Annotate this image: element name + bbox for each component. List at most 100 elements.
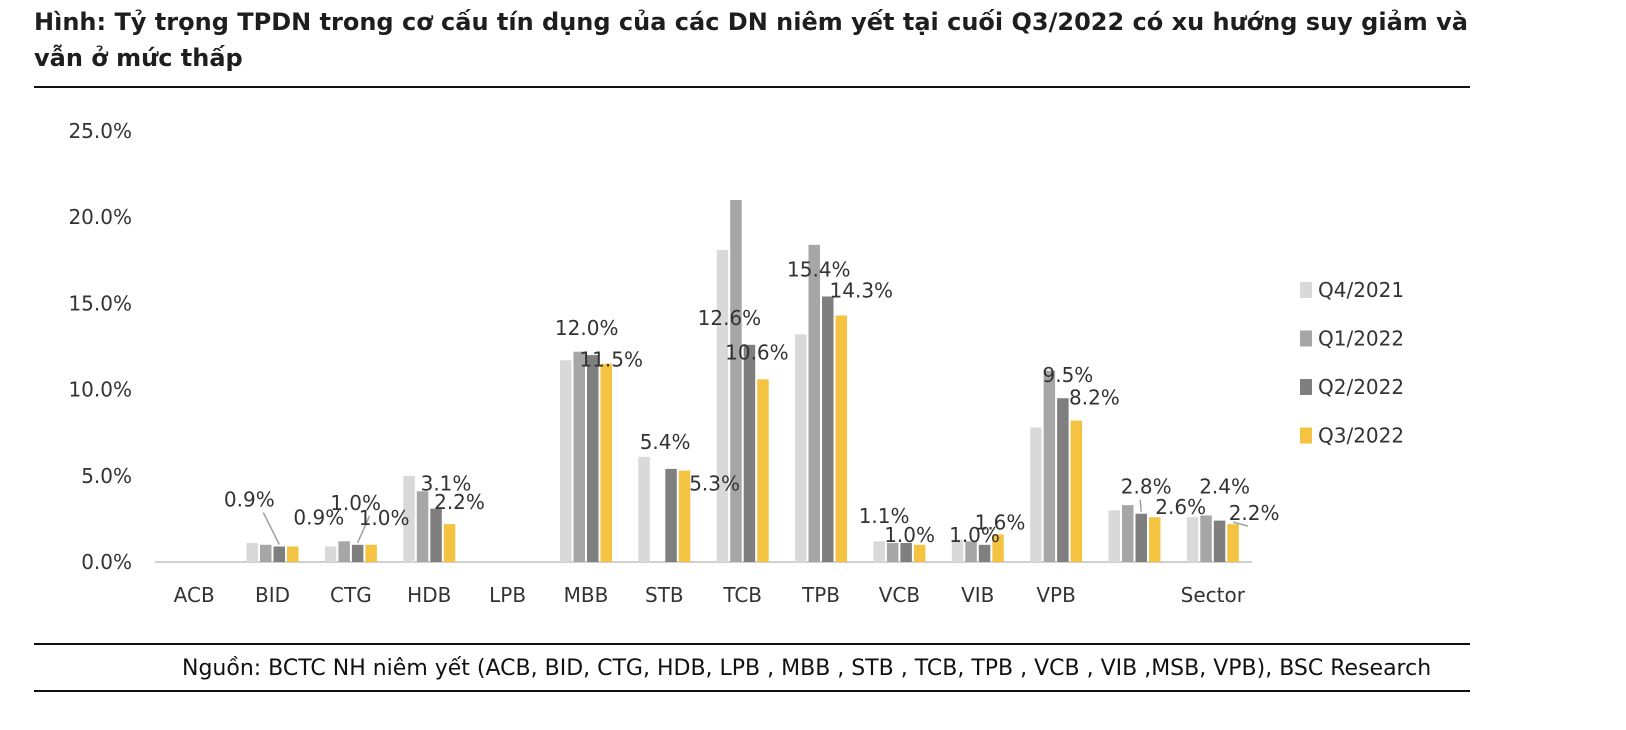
bar-chart: 0.0%5.0%10.0%15.0%20.0%25.0% 0.9%0.9%1.0…: [68, 119, 1404, 607]
bar-tcb-q1-2022: [730, 200, 742, 562]
bar-ctg-q4-2021: [324, 546, 337, 562]
bar-bid-q1-2022: [260, 544, 272, 562]
y-tick-label: 5.0%: [81, 464, 132, 488]
bar-bid-q3-2022: [287, 546, 299, 562]
bar-sector-q4-2021: [1186, 517, 1199, 562]
bottom-rule: [34, 690, 1470, 692]
bar-bid-q2-2022: [273, 546, 285, 562]
legend-swatch-q3-2022: [1300, 427, 1312, 444]
bar-tcb-q4-2021: [716, 250, 729, 562]
data-label-stb-q3-2022: 5.3%: [689, 472, 740, 496]
bar-blank-q2-2022: [1135, 513, 1147, 562]
data-label-vpb-q3-2022: 8.2%: [1069, 386, 1120, 410]
bar-stb-q2-2022: [665, 468, 677, 562]
bar-hdb-q3-2022: [443, 524, 456, 562]
y-tick-label: 25.0%: [68, 119, 132, 143]
x-tick-label: Sector: [1181, 583, 1246, 607]
x-tick-label: TCB: [722, 583, 762, 607]
bar-vpb-q3-2022: [1070, 420, 1083, 562]
bar-vpb-q2-2022: [1057, 398, 1069, 562]
label-leader-line: [1139, 499, 1142, 512]
data-label-vpb-q2-2022: 9.5%: [1042, 363, 1093, 387]
data-label-tcb-q3-2022: 10.6%: [725, 340, 789, 364]
data-label-hdb-q2-2022: 3.1%: [421, 472, 472, 496]
data-label-ctg-q2-2022: 1.0%: [330, 491, 381, 515]
data-label-mbb-q3-2022: 11.5%: [579, 348, 643, 372]
bar-stb-q4-2021: [638, 456, 650, 562]
bar-vpb-q4-2021: [1030, 427, 1042, 562]
bar-mbb-q3-2022: [600, 363, 612, 562]
x-tick-label: ACB: [174, 583, 215, 607]
chart-title: Hình: Tỷ trọng TPDN trong cơ cấu tín dụn…: [34, 8, 1468, 72]
x-tick-label: VIB: [961, 583, 994, 607]
data-label-blank-q3-2022: 2.6%: [1155, 495, 1206, 519]
bar-vcb-q1-2022: [886, 543, 899, 562]
x-tick-label: VCB: [879, 583, 920, 607]
data-label-blank-q2-2022: 2.8%: [1121, 475, 1172, 499]
data-label-tpb-q3-2022: 14.3%: [830, 279, 894, 303]
data-label-vib-q2-2022: 1.0%: [949, 523, 1000, 547]
y-tick-label: 15.0%: [68, 291, 132, 315]
bar-tpb-q2-2022: [822, 296, 834, 562]
data-label-sector-q2-2022: 2.4%: [1199, 475, 1250, 499]
bar-mbb-q1-2022: [573, 351, 585, 562]
bar-tcb-q3-2022: [757, 379, 769, 562]
bar-ctg-q3-2022: [365, 544, 377, 562]
bar-sector-q1-2022: [1200, 515, 1212, 562]
x-tick-label: CTG: [330, 583, 372, 607]
legend-label-q1-2022: Q1/2022: [1318, 327, 1404, 351]
legend-label-q4-2021: Q4/2021: [1318, 278, 1404, 302]
label-leader-line: [262, 512, 280, 545]
label-leaders: [262, 499, 1249, 545]
bar-mbb-q4-2021: [560, 360, 572, 562]
legend-swatch-q1-2022: [1300, 330, 1312, 347]
top-rule: [34, 86, 1470, 88]
legend-label-q3-2022: Q3/2022: [1318, 424, 1404, 448]
data-label-bid-q3-2022: 0.9%: [293, 506, 344, 530]
bar-sector-q2-2022: [1213, 520, 1226, 562]
middle-rule: [34, 643, 1470, 645]
bar-hdb-q1-2022: [416, 491, 429, 562]
y-tick-label: 0.0%: [81, 550, 132, 574]
source-note: Nguồn: BCTC NH niêm yết (ACB, BID, CTG, …: [182, 656, 1432, 681]
bar-tcb-q2-2022: [743, 344, 756, 562]
bar-hdb-q4-2021: [403, 475, 415, 562]
bar-vib-q3-2022: [992, 534, 1004, 562]
data-label-tpb-q2-2022: 15.4%: [787, 258, 851, 282]
bar-sector-q3-2022: [1227, 524, 1239, 562]
bar-blank-q4-2021: [1108, 510, 1120, 562]
bar-ctg-q2-2022: [351, 544, 364, 562]
data-label-vib-q3-2022: 1.6%: [975, 510, 1026, 534]
bar-blank-q1-2022: [1122, 505, 1134, 562]
y-tick-label: 20.0%: [68, 205, 132, 229]
bar-tpb-q1-2022: [808, 244, 820, 563]
x-tick-label: LPB: [489, 583, 526, 607]
data-label-ctg-q3-2022: 1.0%: [359, 506, 410, 530]
x-tick-label: MBB: [564, 583, 609, 607]
data-label-tcb-q2-2022: 12.6%: [698, 306, 762, 330]
bar-vpb-q1-2022: [1043, 370, 1056, 562]
x-tick-label: TPB: [801, 583, 840, 607]
bar-vib-q2-2022: [978, 544, 991, 562]
legend-label-q2-2022: Q2/2022: [1318, 375, 1404, 399]
x-axis-labels: ACB BID CTG HDB LPB MBB STB TCB TPB VCB VIB VPB Sect…: [174, 583, 1246, 607]
bar-vcb-q4-2021: [873, 541, 885, 562]
data-label-stb-q2-2022: 5.4%: [640, 430, 691, 454]
x-tick-label: STB: [645, 583, 684, 607]
y-axis-ticks: 0.0% 5.0% 10.0% 15.0% 20.0% 25.0%: [68, 119, 132, 574]
x-tick-label: HDB: [407, 583, 451, 607]
bar-blank-q3-2022: [1149, 517, 1161, 562]
data-labels: 0.9%0.9%1.0%1.0%3.1%2.2%12.0%11.5%5.4%5.…: [224, 258, 1280, 547]
x-tick-label: VPB: [1036, 583, 1075, 607]
bars: [246, 200, 1239, 563]
label-leader-line: [356, 515, 371, 544]
bar-mbb-q2-2022: [587, 355, 599, 562]
label-leader-line: [1232, 521, 1249, 527]
legend: Q4/2021 Q1/2022 Q2/2022 Q3/2022: [1300, 278, 1404, 448]
legend-swatch-q4-2021: [1300, 282, 1312, 298]
data-label-mbb-q2-2022: 12.0%: [555, 316, 619, 340]
y-tick-label: 10.0%: [68, 378, 132, 402]
data-label-hdb-q3-2022: 2.2%: [434, 490, 485, 514]
data-label-bid-q2-2022: 0.9%: [224, 488, 275, 512]
bar-ctg-q1-2022: [338, 541, 350, 562]
